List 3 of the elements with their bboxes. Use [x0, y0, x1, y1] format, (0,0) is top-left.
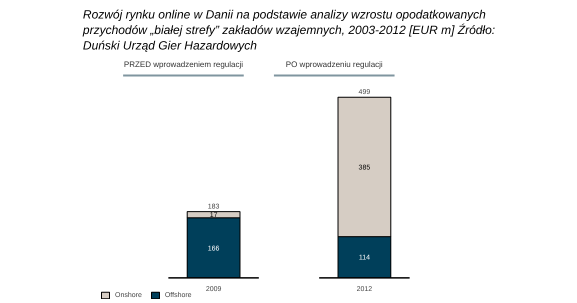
chart-title: Rozwój rynku online w Danii na podstawie analizy wzrostu opodatkowanych przychodów „białej strefy” zakładów wzajemnych, 2003-2012 [EUR m] Źródło: Duński Urząd Gier Hazardowych	[82, 8, 496, 52]
text: PRZED wprowadzeniem regulacji	[124, 60, 244, 70]
text: PO wprowadzeniu regulacji	[286, 60, 383, 70]
